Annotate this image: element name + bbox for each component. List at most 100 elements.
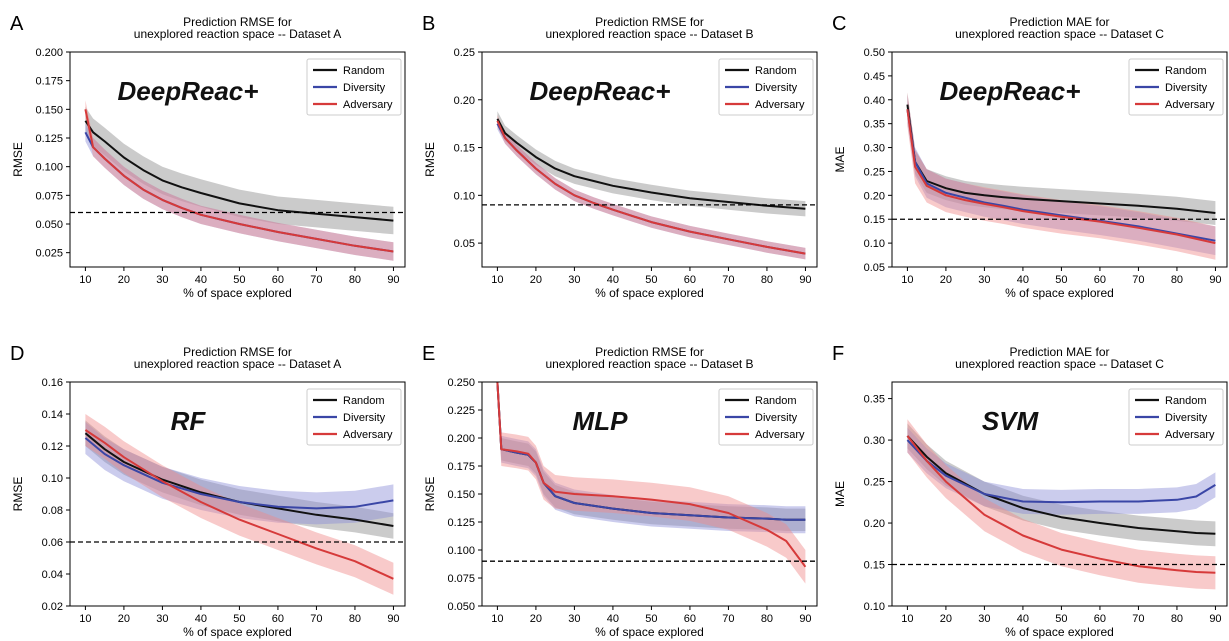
y-tick-label: 0.050 bbox=[447, 601, 475, 613]
y-tick-label: 0.025 bbox=[35, 248, 63, 260]
x-axis-label: % of space explored bbox=[1005, 625, 1114, 639]
legend-label-adversary: Adversary bbox=[755, 429, 805, 441]
x-tick-label: 60 bbox=[272, 274, 284, 286]
y-tick-label: 0.10 bbox=[454, 190, 475, 202]
legend-label-diversity: Diversity bbox=[343, 412, 386, 424]
model-name: DeepReac+ bbox=[530, 76, 671, 106]
series-line-adversary bbox=[84, 429, 394, 580]
x-tick-label: 80 bbox=[761, 613, 773, 625]
y-axis-label: MAE bbox=[833, 146, 847, 172]
y-axis-label: RMSE bbox=[11, 477, 25, 512]
model-name: DeepReac+ bbox=[940, 76, 1081, 106]
x-tick-label: 60 bbox=[272, 613, 284, 625]
x-tick-label: 30 bbox=[568, 613, 580, 625]
x-tick-label: 90 bbox=[799, 274, 811, 286]
chart-title-line: Prediction RMSE for bbox=[595, 15, 704, 29]
y-tick-label: 0.150 bbox=[35, 104, 63, 116]
x-tick-label: 10 bbox=[79, 613, 91, 625]
x-tick-label: 90 bbox=[387, 274, 399, 286]
series-line-adversary bbox=[84, 109, 394, 253]
x-tick-label: 10 bbox=[491, 613, 503, 625]
x-tick-label: 10 bbox=[901, 274, 913, 286]
y-tick-label: 0.35 bbox=[864, 394, 885, 406]
legend-label-adversary: Adversary bbox=[343, 99, 393, 111]
plot-area bbox=[906, 92, 1216, 260]
x-tick-label: 30 bbox=[568, 274, 580, 286]
y-tick-label: 0.08 bbox=[42, 505, 63, 517]
series-line-adversary bbox=[496, 382, 807, 568]
y-tick-label: 0.35 bbox=[864, 119, 885, 131]
legend-box bbox=[718, 58, 814, 116]
legend-label-diversity: Diversity bbox=[755, 412, 798, 424]
y-tick-label: 0.20 bbox=[864, 518, 885, 530]
chart-title-line: unexplored reaction space -- Dataset B bbox=[545, 357, 753, 371]
series-line-adversary bbox=[906, 109, 1216, 245]
x-tick-label: 60 bbox=[1094, 613, 1106, 625]
y-tick-label: 0.250 bbox=[447, 377, 475, 389]
x-tick-label: 70 bbox=[310, 274, 322, 286]
panel-letter: D bbox=[10, 343, 24, 365]
y-tick-label: 0.16 bbox=[42, 377, 63, 389]
series-band-random bbox=[497, 111, 806, 217]
y-tick-label: 0.20 bbox=[864, 190, 885, 202]
legend-label-diversity: Diversity bbox=[1165, 412, 1208, 424]
y-tick-label: 0.45 bbox=[864, 71, 885, 83]
y-tick-label: 0.125 bbox=[447, 517, 475, 529]
panel-letter: F bbox=[832, 343, 844, 365]
panel-letter: B bbox=[422, 13, 435, 35]
y-tick-label: 0.150 bbox=[447, 489, 475, 501]
y-tick-label: 0.175 bbox=[447, 461, 475, 473]
series-band-adversary bbox=[907, 419, 1216, 590]
legend-box bbox=[718, 388, 814, 446]
series-band-adversary bbox=[907, 92, 1216, 260]
x-tick-label: 40 bbox=[1017, 613, 1029, 625]
x-tick-label: 80 bbox=[1171, 274, 1183, 286]
series-line-diversity bbox=[906, 109, 1216, 242]
y-axis-label: RMSE bbox=[11, 142, 25, 177]
series-line-diversity bbox=[906, 439, 1216, 504]
x-tick-label: 80 bbox=[761, 274, 773, 286]
y-tick-label: 0.14 bbox=[42, 409, 63, 421]
x-tick-label: 40 bbox=[195, 613, 207, 625]
y-tick-label: 0.30 bbox=[864, 143, 885, 155]
y-tick-label: 0.25 bbox=[864, 166, 885, 178]
series-band-diversity bbox=[497, 117, 806, 260]
chart-title-line: unexplored reaction space -- Dataset A bbox=[134, 27, 341, 41]
legend-label-diversity: Diversity bbox=[343, 82, 386, 94]
chart-title-line: unexplored reaction space -- Dataset B bbox=[545, 27, 753, 41]
series-line-random bbox=[496, 118, 806, 210]
model-name: SVM bbox=[982, 406, 1040, 436]
x-tick-label: 30 bbox=[156, 274, 168, 286]
chart-title-line: Prediction MAE for bbox=[1009, 15, 1109, 29]
x-tick-label: 20 bbox=[530, 613, 542, 625]
chart-title-line: unexplored reaction space -- Dataset C bbox=[955, 357, 1164, 371]
legend-label-adversary: Adversary bbox=[755, 99, 805, 111]
y-tick-label: 0.15 bbox=[864, 560, 885, 572]
x-tick-label: 30 bbox=[156, 613, 168, 625]
series-band-adversary bbox=[497, 382, 806, 584]
legend-box bbox=[1128, 58, 1224, 116]
x-tick-label: 40 bbox=[195, 274, 207, 286]
legend-label-random: Random bbox=[343, 395, 385, 407]
x-tick-label: 30 bbox=[978, 613, 990, 625]
x-tick-label: 90 bbox=[799, 613, 811, 625]
y-tick-label: 0.06 bbox=[42, 537, 63, 549]
plot-frame bbox=[69, 381, 406, 607]
x-tick-label: 50 bbox=[1055, 274, 1067, 286]
x-tick-label: 30 bbox=[978, 274, 990, 286]
model-name: MLP bbox=[573, 406, 629, 436]
x-tick-label: 10 bbox=[901, 613, 913, 625]
panel-letter: C bbox=[832, 13, 846, 35]
y-tick-label: 0.25 bbox=[454, 47, 475, 59]
x-tick-label: 70 bbox=[722, 274, 734, 286]
y-tick-label: 0.50 bbox=[864, 47, 885, 59]
legend-box bbox=[306, 388, 402, 446]
series-band-diversity bbox=[497, 382, 806, 534]
series-band-random bbox=[85, 107, 394, 235]
y-tick-label: 0.200 bbox=[35, 47, 63, 59]
